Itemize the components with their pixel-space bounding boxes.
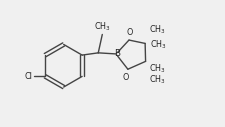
Text: CH$_3$: CH$_3$ [93,20,110,33]
Text: O: O [122,73,128,82]
Text: CH$_3$: CH$_3$ [149,38,166,51]
Text: CH$_3$: CH$_3$ [148,62,165,75]
Text: Cl: Cl [25,72,33,81]
Text: B: B [113,50,119,58]
Text: CH$_3$: CH$_3$ [148,74,165,86]
Text: CH$_3$: CH$_3$ [148,23,165,36]
Text: O: O [126,28,133,37]
